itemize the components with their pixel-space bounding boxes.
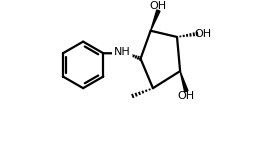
- Polygon shape: [151, 10, 160, 31]
- Polygon shape: [180, 71, 188, 92]
- Text: NH: NH: [114, 47, 130, 57]
- Text: OH: OH: [150, 1, 167, 11]
- Text: OH: OH: [195, 29, 212, 39]
- Text: OH: OH: [178, 91, 195, 101]
